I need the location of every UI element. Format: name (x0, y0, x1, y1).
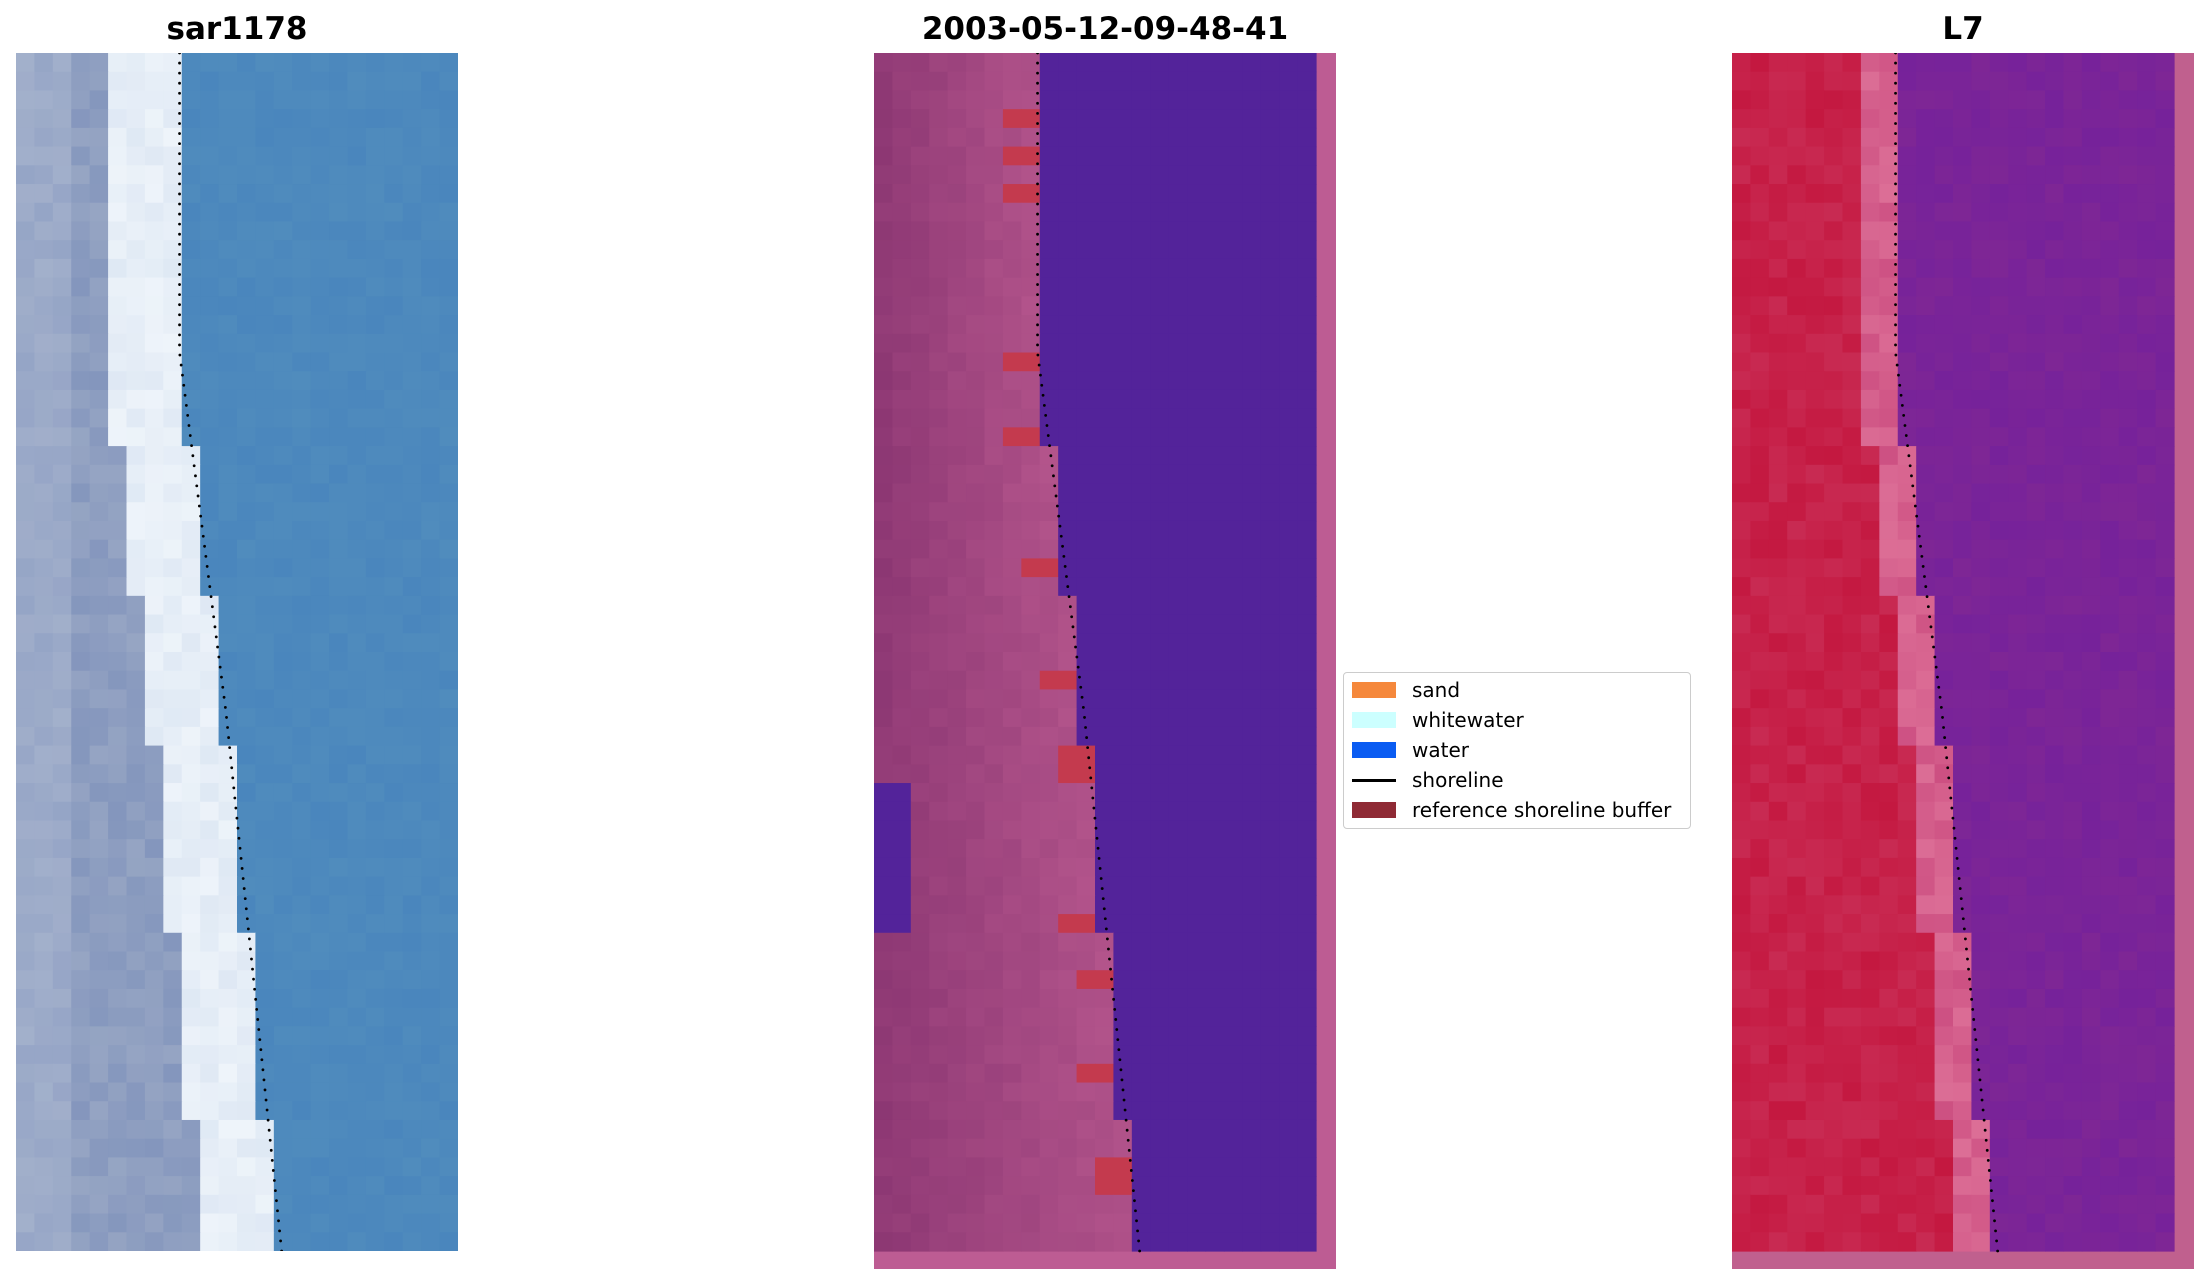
legend-label: sand (1412, 678, 1461, 702)
legend-label: whitewater (1412, 708, 1524, 732)
falsecolor-image-panel (1732, 53, 2194, 1269)
classified-image-panel (874, 53, 1336, 1269)
legend-item-reference-buffer: reference shoreline buffer (1352, 795, 1671, 825)
panel-title-right: L7 (1942, 11, 1984, 47)
classified-image (874, 53, 1336, 1269)
legend-label: water (1412, 738, 1469, 762)
sand-swatch (1352, 682, 1396, 698)
buffer-swatch (1352, 802, 1396, 818)
panel-title-left: sar1178 (166, 11, 308, 47)
legend-item-sand: sand (1352, 675, 1460, 705)
legend: sand whitewater water shoreline referenc… (1343, 672, 1691, 829)
shoreline-dots (1036, 53, 1142, 1253)
shoreline-dots (178, 53, 284, 1251)
legend-item-shoreline: shoreline (1352, 765, 1504, 795)
water-swatch (1352, 742, 1396, 758)
legend-item-water: water (1352, 735, 1469, 765)
legend-item-whitewater: whitewater (1352, 705, 1524, 735)
falsecolor-image (1732, 53, 2194, 1269)
shoreline-dots (1894, 53, 2000, 1253)
rgb-image-panel (16, 53, 458, 1251)
shoreline-line-swatch (1352, 778, 1396, 782)
whitewater-swatch (1352, 712, 1396, 728)
legend-label: shoreline (1412, 768, 1504, 792)
panel-title-center: 2003-05-12-09-48-41 (921, 11, 1289, 47)
rgb-image (16, 53, 458, 1251)
legend-label: reference shoreline buffer (1412, 798, 1672, 822)
